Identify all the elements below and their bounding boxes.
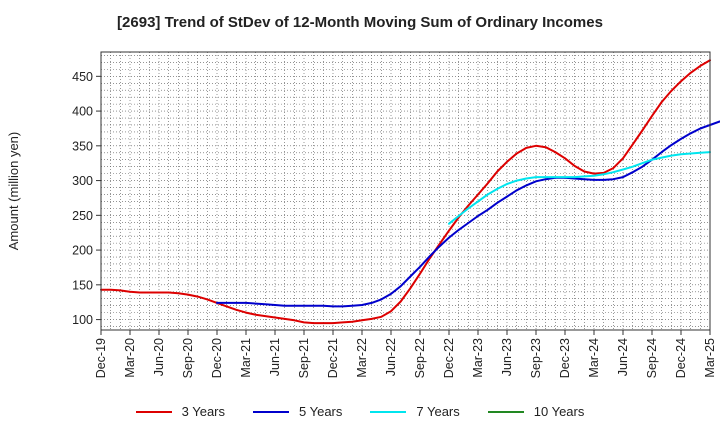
plot-frame xyxy=(100,51,711,331)
legend-label: 7 Years xyxy=(416,404,460,419)
series-line-7-years xyxy=(448,151,711,225)
y-tick-label: 300 xyxy=(72,174,93,188)
x-tick-label: Jun-23 xyxy=(500,338,514,376)
legend-swatch xyxy=(370,410,407,413)
legend-item: 7 Years xyxy=(370,404,460,419)
x-tick-label: Dec-23 xyxy=(558,338,572,378)
x-tick-label: Sep-20 xyxy=(181,338,195,378)
x-tick-label: Dec-19 xyxy=(94,338,108,378)
y-tick-label: 100 xyxy=(72,313,93,327)
x-tick-label: Dec-24 xyxy=(674,338,688,378)
x-tick-label: Jun-24 xyxy=(616,338,630,376)
series-line-3-years xyxy=(100,59,711,325)
x-tick-label: Dec-21 xyxy=(326,338,340,378)
y-tick-label: 450 xyxy=(72,70,93,84)
x-tick-label: Jun-21 xyxy=(268,338,282,376)
legend: 3 Years 5 Years 7 Years 10 Years xyxy=(0,404,720,419)
x-tick-label: Sep-23 xyxy=(529,338,543,378)
legend-item: 5 Years xyxy=(253,404,342,419)
y-axis: 100 150 200 250 300 350 400 450 xyxy=(72,70,101,327)
legend-item: 3 Years xyxy=(135,404,225,419)
legend-label: 3 Years xyxy=(181,404,225,419)
x-tick-label: Mar-25 xyxy=(703,338,717,378)
y-tick-label: 150 xyxy=(72,278,93,292)
x-tick-label: Mar-20 xyxy=(123,338,137,378)
legend-item: 10 Years xyxy=(487,404,585,419)
plot-area xyxy=(101,52,710,330)
x-tick-label: Dec-20 xyxy=(210,338,224,378)
x-tick-label: Sep-21 xyxy=(297,338,311,378)
legend-swatch xyxy=(253,410,289,413)
legend-swatch xyxy=(487,410,524,413)
series-lines xyxy=(100,59,720,325)
x-tick-label: Jun-20 xyxy=(152,338,166,376)
chart-title: [2693] Trend of StDev of 12-Month Moving… xyxy=(117,14,603,31)
legend-label: 5 Years xyxy=(299,404,343,419)
y-tick-label: 400 xyxy=(72,105,93,119)
y-axis-label: Amount (million yen) xyxy=(6,132,21,251)
x-tick-label: Mar-21 xyxy=(239,338,253,378)
legend-swatch xyxy=(135,410,172,413)
x-axis: Dec-19 Mar-20 Jun-20 Sep-20 Dec-20 Mar-21 Jun-… xyxy=(94,330,717,378)
y-tick-label: 200 xyxy=(72,244,93,258)
x-tick-label: Mar-22 xyxy=(355,338,369,378)
x-tick-label: Mar-24 xyxy=(587,338,601,378)
y-tick-label: 350 xyxy=(72,139,93,153)
x-tick-label: Dec-22 xyxy=(442,338,456,378)
x-tick-label: Jun-22 xyxy=(384,338,398,376)
x-tick-label: Mar-23 xyxy=(471,338,485,378)
x-tick-label: Sep-24 xyxy=(645,338,659,378)
legend-label: 10 Years xyxy=(533,404,585,419)
x-tick-label: Sep-22 xyxy=(413,338,427,378)
y-tick-label: 250 xyxy=(72,209,93,223)
